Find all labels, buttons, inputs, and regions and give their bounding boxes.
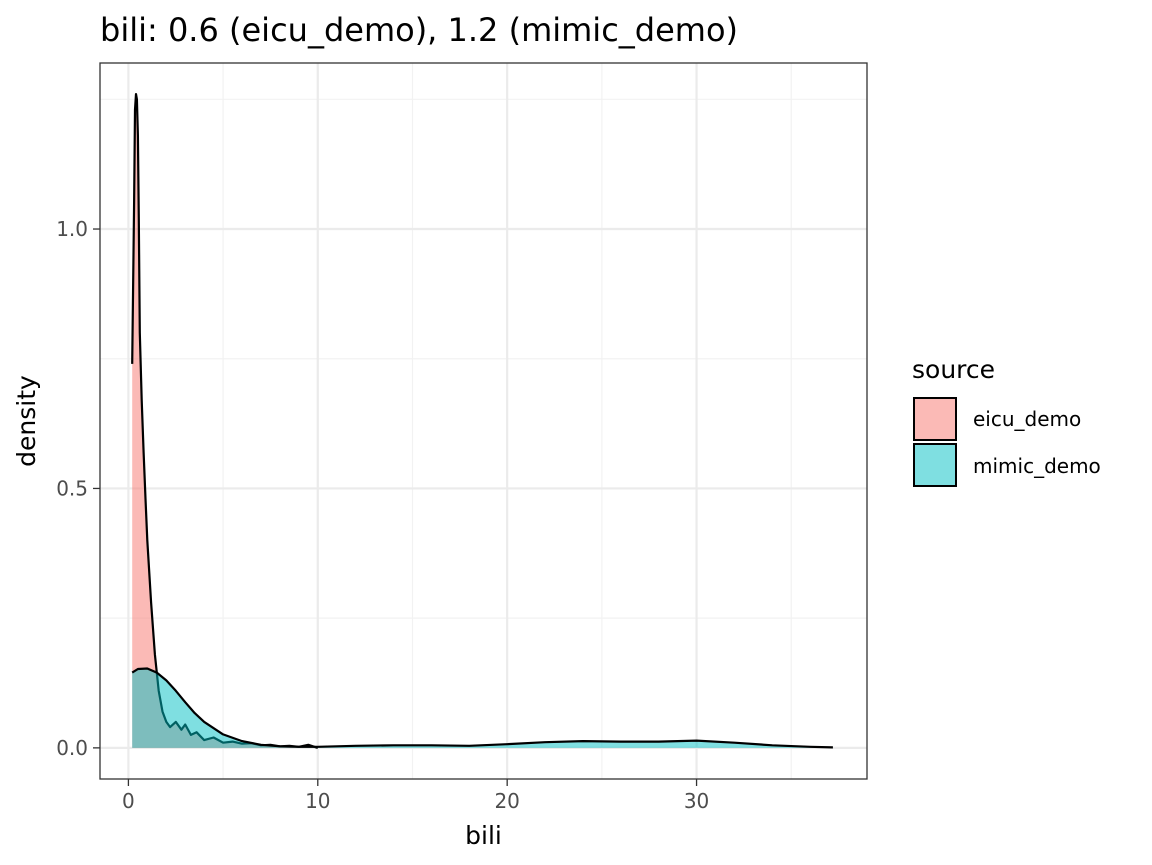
plot-background (100, 63, 867, 779)
legend-label-mimic-demo: mimic_demo (973, 454, 1101, 478)
y-tick-label: 0.0 (56, 736, 88, 760)
y-axis-title: density (12, 375, 41, 467)
density-areas (131, 93, 833, 749)
axis-ticks: 0 10 20 30 0.0 0.5 1.0 (56, 217, 709, 813)
x-tick-label: 10 (305, 789, 330, 813)
density-line-mimic-demo (131, 667, 833, 749)
plot-border (99, 62, 868, 780)
legend-label-eicu-demo: eicu_demo (973, 407, 1081, 431)
legend-key-eicu-demo (913, 397, 957, 441)
x-axis-title: bili (465, 821, 502, 850)
x-tick-label: 0 (122, 789, 135, 813)
x-tick-label: 20 (494, 789, 519, 813)
y-tick-label: 0.5 (56, 476, 88, 500)
legend: source eicu_demo mimic_demo (912, 355, 1101, 487)
x-tick-label: 30 (684, 789, 709, 813)
density-area-mimic-demo (132, 668, 833, 748)
chart-title: bili: 0.6 (eicu_demo), 1.2 (mimic_demo) (100, 11, 738, 49)
legend-key-mimic-demo (913, 443, 957, 487)
legend-title: source (912, 355, 995, 384)
y-tick-label: 1.0 (56, 217, 88, 241)
